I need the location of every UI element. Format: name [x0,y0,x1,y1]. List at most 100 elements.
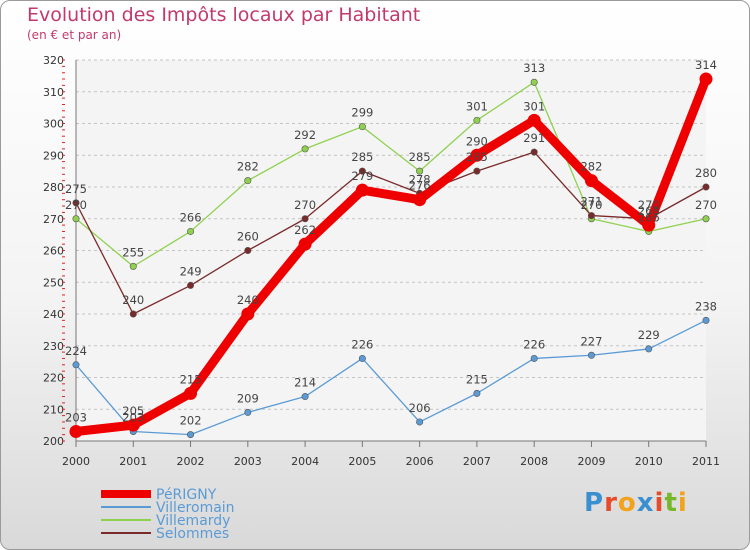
x-tick-label: 2010 [635,455,663,468]
data-label-villemardy: 270 [65,198,87,212]
data-label-prigny: 240 [237,293,259,307]
data-label-selommes: 270 [638,198,660,212]
data-point-villeromain [587,351,595,359]
data-point-prigny [699,72,713,86]
x-tick-label: 2007 [463,455,491,468]
y-tick-label: 310 [43,86,64,99]
x-tick-label: 2009 [577,455,605,468]
data-point-villemardy [244,177,252,185]
data-label-villeromain: 226 [523,337,545,351]
x-tick-label: 2011 [692,455,720,468]
data-point-villemardy [72,215,80,223]
series-line-selommes [75,151,707,315]
data-point-villemardy [358,123,366,131]
data-point-villemardy [187,227,195,235]
legend-label-villeromain: Villeromain [156,500,235,516]
data-label-prigny: 205 [122,404,144,418]
data-point-selommes [587,212,595,220]
y-tick-label: 270 [43,213,64,226]
data-label-villemardy: 301 [466,99,488,113]
data-label-villemardy: 282 [237,160,259,174]
y-tick-label: 250 [43,276,64,289]
logo-letter: r [604,488,618,518]
data-point-villeromain [187,431,195,439]
y-tick-label: 300 [43,118,64,131]
data-point-villemardy [473,116,481,124]
y-tick-label: 260 [43,245,64,258]
series-line-prigny [71,74,711,436]
logo-letter: o [617,488,637,518]
y-tick-label: 320 [43,54,64,67]
data-label-prigny: 268 [638,204,660,218]
data-label-villeromain: 229 [638,328,660,342]
data-label-villemardy: 266 [638,210,660,224]
data-label-villemardy: 285 [409,150,431,164]
data-point-prigny [642,218,656,232]
data-point-prigny [584,174,598,188]
data-label-villemardy: 266 [180,210,202,224]
data-label-villeromain: 209 [237,391,259,405]
data-label-selommes: 240 [122,293,144,307]
y-tick-label: 200 [43,435,64,448]
data-point-villemardy [129,262,137,270]
data-point-selommes [702,183,710,191]
y-tick-label: 240 [43,308,64,321]
data-point-prigny [241,307,255,321]
y-tick-label: 230 [43,340,64,353]
proxiti-logo: Proxiti [584,488,688,518]
data-label-selommes: 278 [409,172,431,186]
data-point-villeromain [702,316,710,324]
data-point-villeromain [301,393,309,401]
logo-letter: i [677,488,688,518]
data-label-prigny: 301 [523,99,545,113]
grid-layer [76,59,706,441]
x-tick-label: 2006 [406,455,434,468]
data-point-prigny [298,237,312,251]
data-label-prigny: 282 [580,160,602,174]
x-tick-label: 2004 [291,455,319,468]
data-label-villemardy: 299 [351,106,373,120]
data-label-villeromain: 238 [695,299,717,313]
data-point-selommes [187,281,195,289]
data-point-villeromain [358,354,366,362]
data-point-selommes [244,247,252,255]
data-label-prigny: 215 [180,372,202,386]
legend-label-prigny: PéRIGNY [156,487,217,503]
logo-letter: i [654,488,665,518]
data-point-prigny [527,113,541,127]
data-point-selommes [473,167,481,175]
data-label-villeromain: 227 [580,334,602,348]
data-point-prigny [126,418,140,432]
data-point-selommes [301,215,309,223]
data-label-villeromain: 215 [466,372,488,386]
data-point-prigny [184,386,198,400]
data-label-prigny: 262 [294,223,316,237]
x-tick-label: 2005 [348,455,376,468]
x-tick-label: 2002 [177,455,205,468]
x-tick-label: 2001 [119,455,147,468]
axis-layer: 2002102202302402502602702802903003103202… [43,54,720,468]
chart-subtitle: (en € et par an) [27,28,122,42]
y-tick-label: 290 [43,149,64,162]
data-point-villemardy [702,215,710,223]
logo-letter: P [584,488,605,518]
y-tick-label: 220 [43,372,64,385]
logo-letter: x [636,488,655,518]
data-label-villemardy: 313 [523,61,545,75]
series-line-villemardy [75,81,707,268]
data-label-selommes: 285 [351,150,373,164]
data-label-villeromain: 214 [294,376,316,390]
y-tick-label: 280 [43,181,64,194]
data-label-selommes: 249 [180,264,202,278]
data-label-prigny: 279 [351,169,373,183]
data-label-villemardy: 270 [695,198,717,212]
data-point-prigny [355,183,369,197]
data-point-villemardy [301,145,309,153]
data-point-selommes [358,167,366,175]
data-label-villeromain: 226 [351,337,373,351]
data-label-selommes: 260 [237,230,259,244]
